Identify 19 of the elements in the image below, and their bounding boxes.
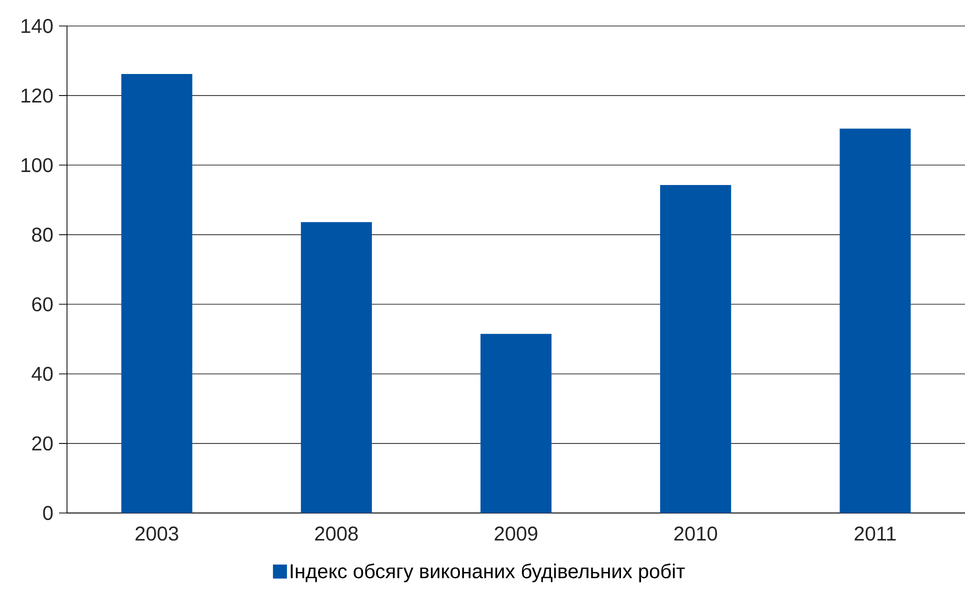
y-tick-label: 0 — [43, 506, 53, 520]
x-tick-label: 2003 — [136, 526, 178, 541]
x-tick-label: 2008 — [315, 526, 358, 541]
y-tick-label: 40 — [32, 366, 53, 381]
bar — [121, 74, 192, 513]
x-tick-label: 2011 — [854, 526, 896, 541]
bar — [660, 184, 732, 513]
bar — [480, 334, 552, 513]
y-tick-label: 140 — [22, 18, 53, 34]
y-tick-label: 60 — [32, 297, 53, 312]
legend-label: Індекс обсягу виконаних будівельних робіт — [290, 563, 685, 582]
bar — [300, 222, 372, 513]
x-tick-label: 2009 — [494, 526, 538, 541]
y-tick-label: 80 — [32, 228, 53, 242]
x-tick-label: 2010 — [674, 526, 718, 541]
bar — [840, 128, 911, 513]
y-tick-label: 20 — [32, 436, 53, 450]
y-tick-label: 120 — [22, 88, 53, 103]
y-tick-label: 100 — [22, 158, 53, 172]
